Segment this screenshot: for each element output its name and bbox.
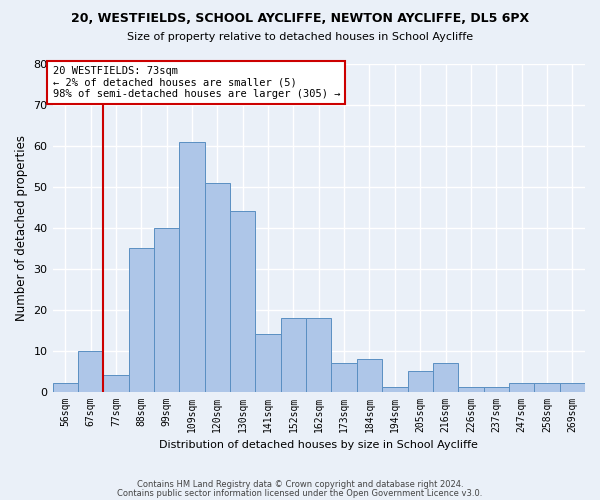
Bar: [128, 248, 154, 392]
Bar: [306, 318, 331, 392]
Bar: [179, 142, 205, 392]
Bar: [560, 384, 585, 392]
Bar: [331, 363, 357, 392]
Text: 20, WESTFIELDS, SCHOOL AYCLIFFE, NEWTON AYCLIFFE, DL5 6PX: 20, WESTFIELDS, SCHOOL AYCLIFFE, NEWTON …: [71, 12, 529, 26]
Bar: [103, 375, 128, 392]
Bar: [433, 363, 458, 392]
Text: 20 WESTFIELDS: 73sqm
← 2% of detached houses are smaller (5)
98% of semi-detache: 20 WESTFIELDS: 73sqm ← 2% of detached ho…: [53, 66, 340, 99]
Bar: [509, 384, 534, 392]
Bar: [407, 371, 433, 392]
Bar: [230, 212, 256, 392]
Bar: [534, 384, 560, 392]
Bar: [382, 388, 407, 392]
Bar: [154, 228, 179, 392]
Bar: [484, 388, 509, 392]
Y-axis label: Number of detached properties: Number of detached properties: [15, 135, 28, 321]
Bar: [205, 182, 230, 392]
Text: Contains public sector information licensed under the Open Government Licence v3: Contains public sector information licen…: [118, 488, 482, 498]
Text: Contains HM Land Registry data © Crown copyright and database right 2024.: Contains HM Land Registry data © Crown c…: [137, 480, 463, 489]
Bar: [458, 388, 484, 392]
Bar: [357, 359, 382, 392]
Bar: [256, 334, 281, 392]
Text: Size of property relative to detached houses in School Aycliffe: Size of property relative to detached ho…: [127, 32, 473, 42]
Bar: [53, 384, 78, 392]
X-axis label: Distribution of detached houses by size in School Aycliffe: Distribution of detached houses by size …: [160, 440, 478, 450]
Bar: [78, 350, 103, 392]
Bar: [281, 318, 306, 392]
